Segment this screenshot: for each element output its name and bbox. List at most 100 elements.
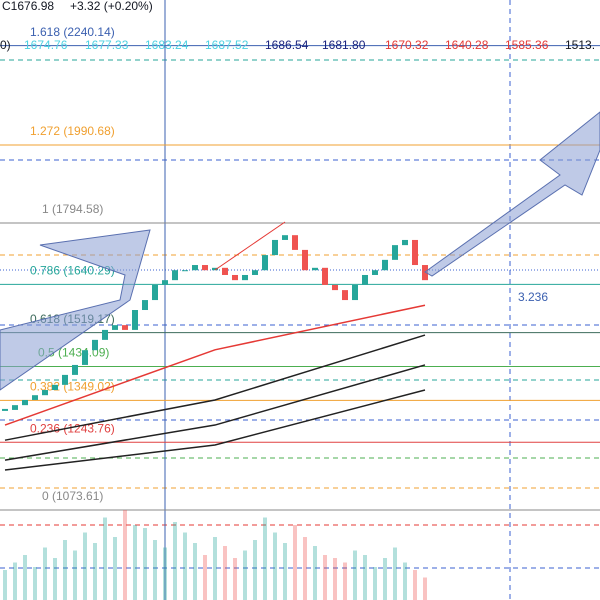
volume-bar	[323, 555, 327, 600]
volume-bar	[343, 562, 347, 600]
change-value: +3.32 (+0.20%)	[70, 0, 153, 13]
arrows	[0, 111, 600, 391]
volume-bar	[243, 550, 247, 600]
candle	[162, 280, 168, 285]
ma-value: 0)	[0, 38, 11, 52]
ma-value: 1674.76	[24, 38, 68, 52]
candle	[132, 310, 138, 330]
volume-bar	[313, 546, 317, 600]
candle	[112, 325, 118, 330]
candle	[72, 364, 78, 375]
volume-bar	[333, 558, 337, 600]
ma-value: 1640.28	[445, 38, 489, 52]
candle	[242, 274, 248, 281]
volume-bar	[413, 570, 417, 600]
volume-bar	[383, 558, 387, 600]
candle	[152, 284, 158, 301]
volume-bar	[3, 570, 7, 600]
volume-bar	[393, 547, 397, 600]
candle	[142, 300, 148, 311]
moving-averages	[4, 304, 426, 471]
ma-value: 1687.52	[205, 38, 249, 52]
candle	[122, 325, 128, 330]
candle	[52, 384, 58, 391]
candle	[102, 329, 108, 340]
candle	[352, 284, 358, 301]
volume-bar	[283, 543, 287, 600]
volume-bar	[173, 522, 177, 600]
volume-bar	[263, 517, 267, 600]
candle	[202, 265, 208, 271]
volume-bar	[33, 567, 37, 600]
candle	[302, 249, 308, 271]
ma-line	[4, 389, 426, 471]
candles	[2, 235, 428, 411]
volume-bar	[83, 532, 87, 600]
candle	[412, 239, 418, 266]
volume-bar	[303, 537, 307, 600]
ma-value: 1670.32	[385, 38, 429, 52]
candle	[22, 399, 28, 406]
candle	[272, 239, 278, 256]
candle	[252, 270, 258, 275]
fib-label: 1.618 (2240.14)	[30, 25, 115, 39]
volume-bar	[423, 577, 427, 600]
volume-bar	[363, 555, 367, 600]
candle	[292, 235, 298, 250]
candle	[402, 239, 408, 246]
candle	[42, 390, 48, 396]
candle	[82, 350, 88, 365]
fib-label: 1 (1794.58)	[42, 202, 103, 216]
volume-bar	[193, 543, 197, 600]
ma-value: 1585.36	[505, 38, 549, 52]
candle	[382, 259, 388, 271]
volume-bar	[213, 537, 217, 600]
volume	[3, 510, 427, 600]
volume-bar	[73, 550, 77, 600]
candle	[212, 267, 218, 271]
volume-bar	[163, 547, 167, 600]
volume-bar	[143, 528, 147, 600]
volume-bar	[373, 567, 377, 600]
candle	[372, 270, 378, 275]
volume-bar	[353, 550, 357, 600]
candle	[32, 395, 38, 400]
ma-value: 1686.54	[265, 38, 309, 52]
volume-bar	[203, 555, 207, 600]
candle	[422, 265, 428, 281]
candle	[192, 265, 198, 271]
volume-bar	[133, 525, 137, 600]
ma-value: 1681.80	[322, 38, 366, 52]
candle	[182, 270, 188, 272]
candle	[222, 267, 228, 275]
extension-label: 3.236	[518, 290, 548, 304]
fib-levels: 1.618 (2240.14) 1.272 (1990.68) 1 (1794.58…	[0, 25, 600, 511]
candle	[2, 408, 8, 411]
candle	[322, 267, 328, 285]
candle	[342, 290, 348, 301]
arrow-shape	[0, 229, 151, 391]
volume-bar	[113, 537, 117, 600]
ma-line	[4, 364, 426, 461]
fib-label: 0.382 (1349.02)	[30, 380, 115, 394]
volume-bar	[123, 510, 127, 600]
volume-bar	[403, 562, 407, 600]
candle	[232, 274, 238, 281]
ma-value: 1683.24	[145, 38, 189, 52]
ma-line	[4, 304, 426, 426]
candle	[332, 284, 338, 291]
volume-bar	[183, 532, 187, 600]
ma-line	[4, 334, 426, 441]
volume-bar	[153, 540, 157, 600]
volume-bar	[43, 547, 47, 600]
volume-bar	[273, 532, 277, 600]
candle	[282, 235, 288, 240]
candle	[312, 267, 318, 271]
fib-label: 0.786 (1640.29)	[30, 264, 115, 278]
candle	[262, 255, 268, 271]
trend-line	[214, 221, 286, 271]
fib-label: 0 (1073.61)	[42, 489, 103, 503]
close-value: C1676.98	[2, 0, 54, 13]
candle	[62, 374, 68, 385]
